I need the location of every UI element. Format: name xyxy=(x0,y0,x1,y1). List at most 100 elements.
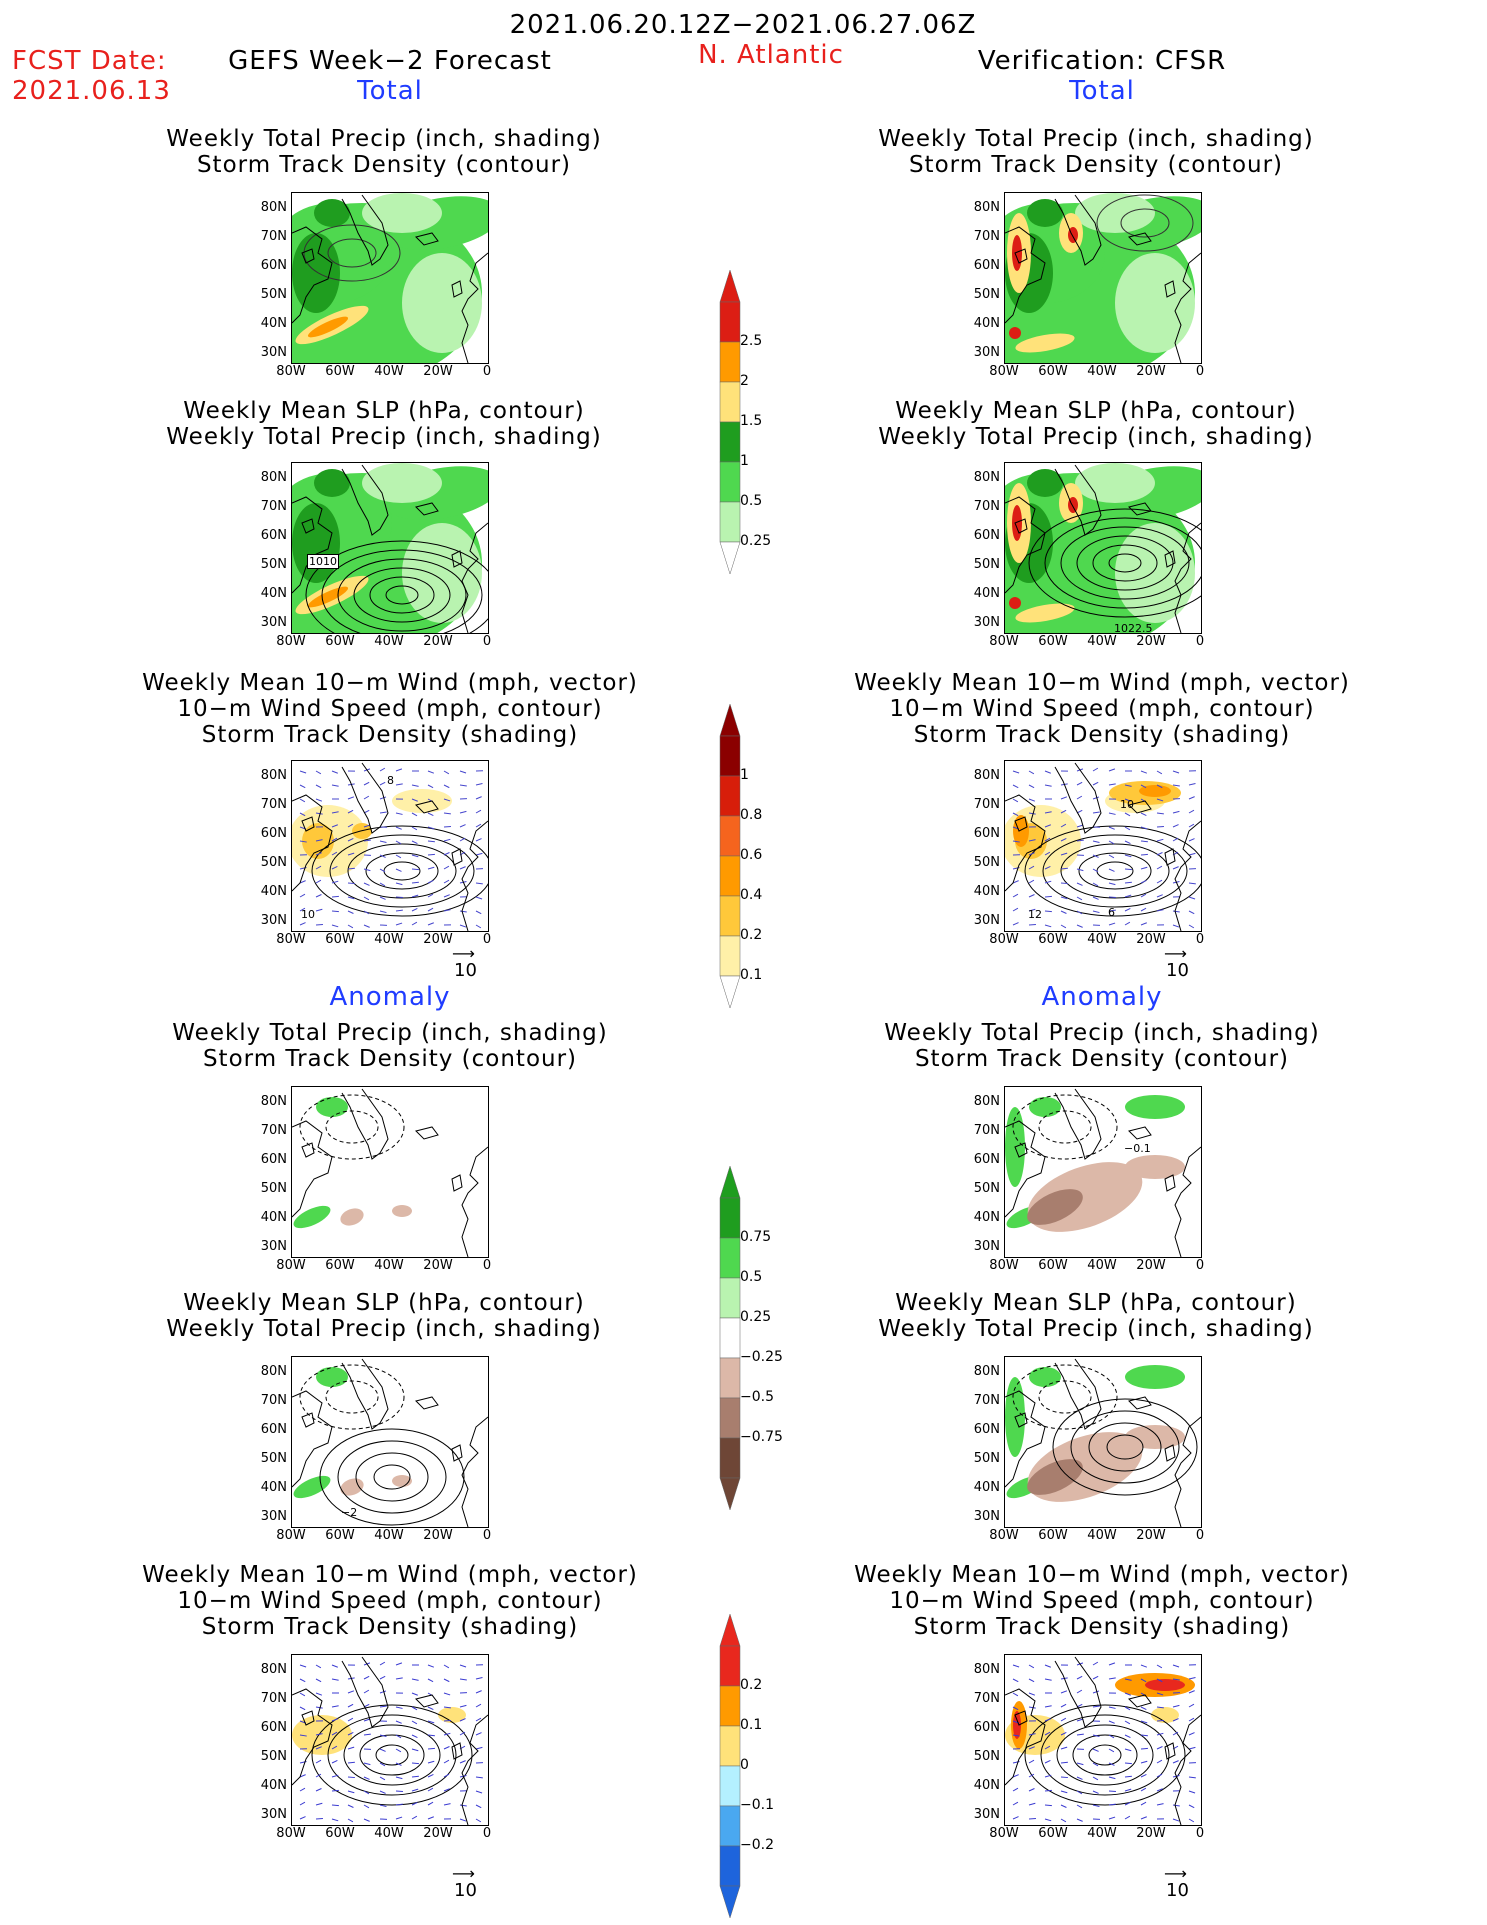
colorbar-swatch xyxy=(719,341,741,383)
colorbar-cap xyxy=(719,703,741,737)
lon-label: 40W xyxy=(1087,634,1117,649)
colorbar-swatch xyxy=(719,1685,741,1727)
colorbar-precip_total xyxy=(718,269,742,578)
colorbar-label: 0.5 xyxy=(740,1269,763,1285)
colorbar-label: 1.5 xyxy=(740,413,763,429)
colorbar-label: 0.2 xyxy=(740,1677,763,1693)
lon-label: 40W xyxy=(374,932,404,947)
lon-label: 80W xyxy=(276,634,306,649)
lat-label: 40N xyxy=(260,1778,287,1793)
title-line: Weekly Mean 10−m Wind (mph, vector) xyxy=(142,670,638,696)
colorbar-swatch xyxy=(719,1357,741,1399)
colorbar-swatch xyxy=(719,1765,741,1807)
colorbar-label: 0.25 xyxy=(740,533,772,549)
lon-label: 80W xyxy=(989,932,1019,947)
section-anomaly-ver: Anomaly xyxy=(1041,982,1163,1012)
lon-label: 60W xyxy=(325,1258,355,1273)
lat-label: 30N xyxy=(973,1509,1000,1524)
colorbar-storm_anom xyxy=(718,1613,742,1922)
section-total-fcst: Total xyxy=(357,76,423,106)
lat-label: 60N xyxy=(973,528,1000,543)
lon-label: 60W xyxy=(1038,1258,1068,1273)
lon-label: 80W xyxy=(989,634,1019,649)
lon-label: 40W xyxy=(374,634,404,649)
title-line: Storm Track Density (contour) xyxy=(196,152,572,178)
coastline xyxy=(1005,762,1201,931)
map-canvas xyxy=(1005,463,1201,633)
contour-lines xyxy=(1024,1704,1186,1806)
contour-lines xyxy=(1012,1094,1118,1160)
lon-label: 40W xyxy=(1087,932,1117,947)
lon-label: 20W xyxy=(423,1258,453,1273)
lat-label: 60N xyxy=(973,1422,1000,1437)
coastline xyxy=(292,194,488,363)
colorbar-swatch xyxy=(719,1437,741,1479)
contour-label: 1010 xyxy=(307,554,339,569)
lat-label: 70N xyxy=(973,229,1000,244)
contour-label: 8 xyxy=(387,774,394,787)
title-line: Weekly Total Precip (inch, shading) xyxy=(166,424,602,450)
map-slp-total-fcst xyxy=(291,462,489,634)
lon-label: 0 xyxy=(482,634,492,649)
lat-label: 70N xyxy=(260,1393,287,1408)
lat-label: 50N xyxy=(260,1749,287,1764)
title-line: 10−m Wind Speed (mph, contour) xyxy=(177,696,603,722)
title-line: 10−m Wind Speed (mph, contour) xyxy=(177,1588,603,1614)
title-line: Weekly Total Precip (inch, shading) xyxy=(166,1316,602,1342)
contour-lines xyxy=(299,1364,405,1430)
lon-label: 60W xyxy=(325,1826,355,1841)
map-wind-anom-ver xyxy=(1004,1654,1202,1826)
colorbar-cap xyxy=(719,1885,741,1919)
lat-label: 70N xyxy=(973,1393,1000,1408)
colorbar-label: 0.4 xyxy=(740,887,763,903)
lon-label: 60W xyxy=(325,1528,355,1543)
colorbar-label: 1 xyxy=(740,767,749,783)
lat-label: 30N xyxy=(973,913,1000,928)
lat-label: 30N xyxy=(260,1807,287,1822)
lon-label: 0 xyxy=(1195,1826,1205,1841)
lat-label: 60N xyxy=(260,258,287,273)
reference-arrow-icon: ⟶ xyxy=(452,1864,475,1883)
lat-label: 50N xyxy=(260,1451,287,1466)
lat-label: 70N xyxy=(973,1691,1000,1706)
title-line: 10−m Wind Speed (mph, contour) xyxy=(889,696,1315,722)
lat-label: 30N xyxy=(260,1239,287,1254)
lon-label: 0 xyxy=(482,1258,492,1273)
colorbar-swatch xyxy=(719,421,741,463)
colorbar-swatch xyxy=(719,1805,741,1847)
lon-label: 60W xyxy=(325,634,355,649)
lat-label: 50N xyxy=(973,1451,1000,1466)
fcst-date-value: 2021.06.13 xyxy=(12,76,171,106)
contour-lines xyxy=(299,1094,405,1160)
lat-label: 50N xyxy=(973,1749,1000,1764)
title-line: Weekly Total Precip (inch, shading) xyxy=(878,126,1314,152)
lon-label: 40W xyxy=(374,364,404,379)
title-line: Weekly Mean SLP (hPa, contour) xyxy=(895,398,1297,424)
lat-label: 60N xyxy=(973,1720,1000,1735)
lon-label: 60W xyxy=(1038,1528,1068,1543)
fcst-date-label: FCST Date: xyxy=(12,46,167,76)
colorbar-swatch xyxy=(719,1317,741,1359)
title-precip-total-fcst: Weekly Total Precip (inch, shading) Stor… xyxy=(166,126,601,178)
colorbar-swatch xyxy=(719,855,741,897)
colorbar-label: −0.25 xyxy=(740,1349,783,1365)
colorbar-label: −0.75 xyxy=(740,1429,783,1445)
title-wind-total-ver: Weekly Mean 10−m Wind (mph, vector) 10−m… xyxy=(854,670,1350,748)
map-canvas xyxy=(1005,1088,1201,1257)
lat-label: 30N xyxy=(260,615,287,630)
colorbar-label: 0.75 xyxy=(740,1229,772,1245)
lon-label: 0 xyxy=(482,1528,492,1543)
lat-label: 30N xyxy=(973,345,1000,360)
lon-label: 20W xyxy=(1136,634,1166,649)
colorbar-cap xyxy=(719,1477,741,1511)
lat-label: 60N xyxy=(260,1152,287,1167)
lat-label: 70N xyxy=(260,499,287,514)
colorbar-swatch xyxy=(719,895,741,937)
title-line: Storm Track Density (shading) xyxy=(913,1614,1291,1640)
lon-label: 0 xyxy=(482,932,492,947)
lat-label: 50N xyxy=(260,1181,287,1196)
lon-label: 80W xyxy=(276,1258,306,1273)
title-line: Storm Track Density (shading) xyxy=(913,722,1291,748)
lat-label: 60N xyxy=(973,826,1000,841)
lat-label: 60N xyxy=(260,826,287,841)
